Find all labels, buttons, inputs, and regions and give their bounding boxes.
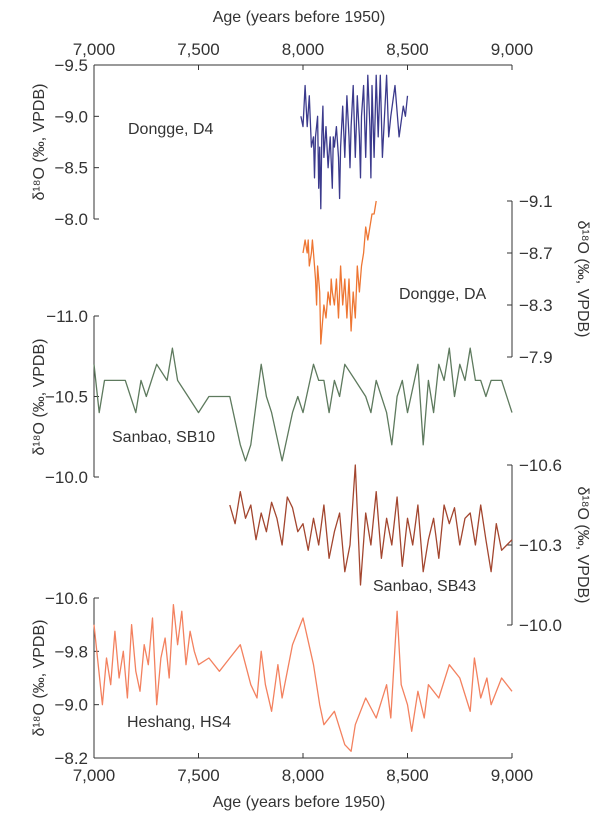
y-tick-label: −9.5: [54, 56, 88, 75]
y-tick-label: −10.6: [45, 589, 88, 608]
top-x-tick-label: 7,000: [73, 40, 116, 59]
series-line: [302, 200, 377, 345]
y-tick-label: −10.6: [519, 456, 562, 475]
top-axis-title: Age (years before 1950): [213, 9, 386, 26]
bottom-axis-title: Age (years before 1950): [213, 794, 386, 811]
bottom-x-tick-label: 7,000: [73, 766, 116, 785]
y-tick-label: −10.5: [45, 388, 88, 407]
y-tick-label: −9.0: [54, 696, 88, 715]
top-x-tick-label: 8,500: [386, 40, 429, 59]
series-line: [93, 604, 513, 752]
series-line: [93, 347, 513, 462]
y-tick-label: −8.0: [54, 210, 88, 229]
panel-sanbao-sb10: −11.0 −10.5 −10.0 δ¹⁸O (‰, VPDB) Sanbao, SB1…: [31, 307, 513, 487]
top-age-axis: Age (years before 1950) 7,000 7,500 8,000 8…: [73, 9, 534, 70]
y-tick-label: −8.3: [519, 296, 553, 315]
y-tick-label: −9.1: [519, 192, 553, 211]
series-label: Sanbao, SB43: [373, 578, 476, 595]
y-tick-label: −9.0: [54, 107, 88, 126]
series-label: Sanbao, SB10: [112, 429, 215, 446]
bottom-x-tick-label: 8,000: [282, 766, 325, 785]
y-tick-label: −11.0: [46, 307, 88, 326]
y-tick-label: −10.0: [519, 616, 562, 635]
series-label: Dongge, D4: [128, 121, 213, 138]
bottom-x-tick-label: 7,500: [177, 766, 220, 785]
panel-dongge-d4: −9.5 −9.0 −8.5 −8.0 δ¹⁸O (‰, VPDB) Dongge, D4: [31, 56, 409, 229]
y-tick-label: −8.2: [54, 749, 88, 768]
y-tick-label: −8.5: [54, 159, 88, 178]
top-x-tick-label: 8,000: [282, 40, 325, 59]
top-x-tick-label: 9,000: [491, 40, 534, 59]
panel-dongge-da: −9.1 −8.7 −8.3 −7.9 δ¹⁸O (‰, VPDB) Dongge, DA: [302, 192, 591, 367]
series-line: [300, 74, 409, 210]
bottom-x-tick-label: 8,500: [386, 766, 429, 785]
y-axis-title: δ¹⁸O (‰, VPDB): [31, 620, 48, 737]
y-tick-label: −10.0: [45, 468, 88, 487]
bottom-age-axis: Age (years before 1950) 7,000 7,500 8,000 8…: [73, 753, 534, 811]
top-x-tick-label: 7,500: [177, 40, 220, 59]
panel-sanbao-sb43: −10.6 −10.3 −10.0 δ¹⁸O (‰, VPDB) Sanbao, SB4…: [229, 456, 591, 635]
y-tick-label: −8.7: [519, 244, 553, 263]
y-axis-title: δ¹⁸O (‰, VPDB): [574, 221, 591, 338]
panels: −9.5 −9.0 −8.5 −8.0 δ¹⁸O (‰, VPDB) Dongge, D4…: [31, 56, 591, 768]
y-tick-label: −10.3: [519, 536, 562, 555]
y-tick-label: −9.8: [54, 642, 88, 661]
series-label: Dongge, DA: [399, 286, 486, 303]
series-label: Heshang, HS4: [127, 714, 231, 731]
y-axis-title: δ¹⁸O (‰, VPDB): [31, 339, 48, 456]
panel-heshang-hs4: −10.6 −9.8 −9.0 −8.2 δ¹⁸O (‰, VPDB) Heshang, …: [31, 589, 513, 768]
y-axis-title: δ¹⁸O (‰, VPDB): [31, 84, 48, 201]
y-axis-title: δ¹⁸O (‰, VPDB): [574, 487, 591, 604]
series-line: [229, 464, 513, 586]
y-tick-label: −7.9: [519, 348, 553, 367]
bottom-x-tick-label: 9,000: [491, 766, 534, 785]
